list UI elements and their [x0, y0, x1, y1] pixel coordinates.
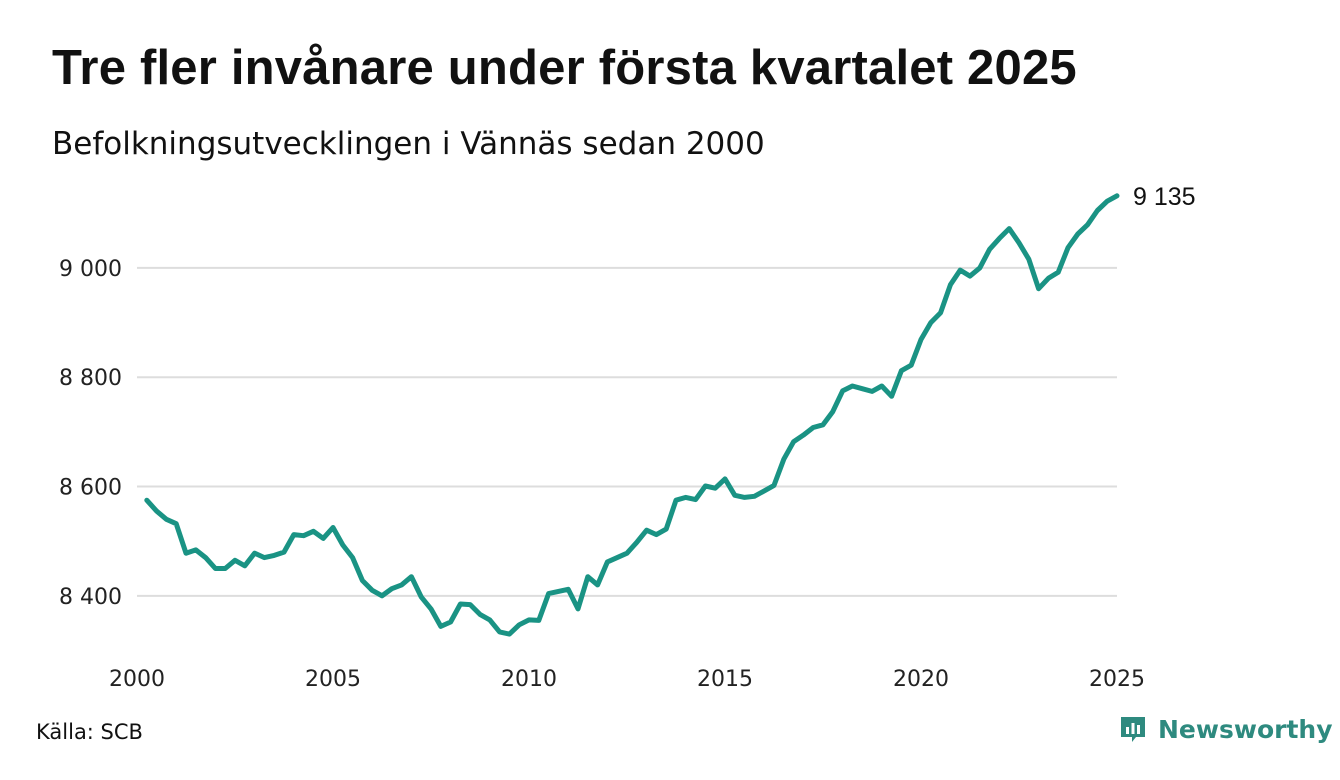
- y-tick-label: 9 000: [59, 257, 122, 282]
- population-line: [144, 193, 1120, 637]
- y-tick-label: 8 400: [59, 585, 122, 610]
- x-tick-label: 2010: [501, 667, 557, 692]
- brand-name: Newsworthy: [1158, 714, 1333, 744]
- brand-logo: Newsworthy: [1118, 714, 1333, 744]
- chart-title: Tre fler invånare under första kvartalet…: [52, 41, 1077, 95]
- source-note: Källa: SCB: [36, 720, 143, 744]
- x-tick-label: 2025: [1089, 667, 1145, 692]
- chart-subtitle: Befolkningsutvecklingen i Vännäs sedan 2…: [52, 126, 765, 162]
- x-tick-label: 2000: [109, 667, 165, 692]
- end-value-label: 9 135: [1133, 183, 1196, 211]
- y-tick-label: 8 600: [59, 476, 122, 501]
- x-tick-label: 2005: [305, 667, 361, 692]
- x-tick-label: 2020: [893, 667, 949, 692]
- newsworthy-chat-chart-icon: [1121, 717, 1145, 742]
- x-tick-label: 2015: [697, 667, 753, 692]
- y-tick-label: 8 800: [59, 366, 122, 391]
